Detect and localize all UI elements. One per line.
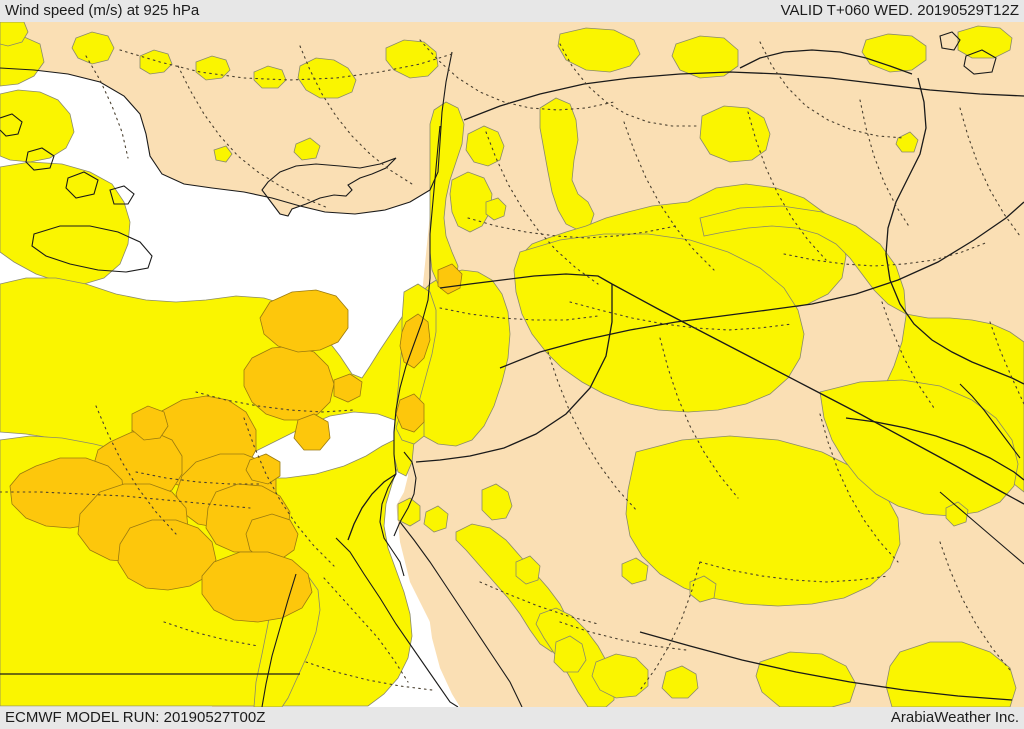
model-run-label: ECMWF MODEL RUN: 20190527T00Z — [5, 709, 266, 726]
admin-border-layer — [0, 39, 1024, 691]
wind-speed-contour-map — [0, 22, 1024, 707]
provider-label: ArabiaWeather Inc. — [890, 709, 1019, 726]
map-canvas[interactable] — [0, 22, 1024, 707]
country-border-layer — [0, 49, 1024, 701]
header-bar: Wind speed (m/s) at 925 hPa VALID T+060 … — [0, 0, 1024, 22]
wind-band-orange-layer — [9, 263, 463, 623]
page-title: Wind speed (m/s) at 925 hPa — [5, 2, 200, 19]
valid-time-label: VALID T+060 WED. 20190529T12Z — [780, 2, 1019, 19]
footer-bar: ECMWF MODEL RUN: 20190527T00Z ArabiaWeat… — [0, 707, 1024, 729]
coastline-layer — [0, 31, 1024, 707]
